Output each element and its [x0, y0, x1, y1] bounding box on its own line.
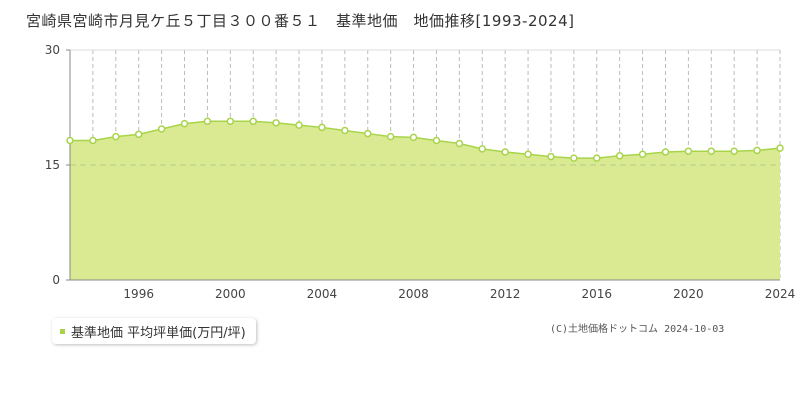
series-area [70, 121, 780, 280]
data-point [203, 117, 212, 126]
data-point [478, 145, 487, 153]
data-point [547, 152, 555, 161]
legend-label: 基準地価 平均坪単価(万円/坪) [71, 325, 246, 341]
data-point [295, 121, 303, 129]
series-line [70, 120, 781, 159]
data-point [753, 146, 761, 155]
data-point [89, 136, 97, 145]
data-point [432, 136, 441, 145]
data-point [226, 117, 235, 126]
data-point [730, 147, 738, 155]
label-layer: 0 15 30 1996 2000 2004 2008 2012 2016 2020 2024 [45, 43, 796, 301]
data-point [409, 133, 418, 142]
data-point [570, 154, 578, 162]
y-tick-label: 15 [45, 158, 60, 172]
data-point [501, 148, 509, 156]
data-point [615, 152, 624, 160]
data-point [272, 119, 280, 127]
data-point [112, 132, 120, 141]
x-tick-label: 2004 [307, 287, 338, 301]
x-tick-label: 2008 [398, 287, 429, 301]
axis-layer [66, 49, 780, 281]
data-point [134, 130, 143, 139]
data-point [684, 147, 693, 155]
x-tick-label: 2016 [582, 287, 613, 301]
y-tick-label: 0 [52, 273, 60, 287]
point-layer [66, 117, 784, 162]
data-point [66, 136, 74, 145]
data-point [157, 125, 166, 133]
credit-text: (C)土地価格ドットコム 2024-10-03 [550, 324, 725, 335]
x-tick-label: 2012 [490, 287, 521, 301]
data-point [638, 150, 647, 159]
data-point [180, 119, 189, 128]
legend: 基準地価 平均坪単価(万円/坪) [52, 318, 256, 344]
area-layer [70, 120, 781, 280]
x-tick-label: 2000 [215, 287, 246, 301]
y-tick-label: 30 [45, 43, 60, 57]
chart-title: 宮崎県宮崎市月見ケ丘５丁目３００番５１ 基準地価 地価推移[1993-2024] [26, 12, 575, 30]
legend-swatch [60, 328, 65, 334]
data-point [524, 150, 532, 159]
data-point [363, 129, 372, 138]
data-point [318, 123, 326, 132]
x-tick-label: 1996 [123, 287, 154, 301]
data-point [661, 148, 670, 156]
data-point [455, 139, 464, 148]
data-point [386, 132, 395, 141]
data-point [593, 154, 601, 162]
data-point [341, 126, 349, 135]
x-tick-label: 2020 [673, 287, 704, 301]
data-point [249, 117, 257, 126]
data-point [776, 144, 784, 152]
x-tick-label: 2024 [765, 287, 796, 301]
data-point [707, 147, 716, 155]
